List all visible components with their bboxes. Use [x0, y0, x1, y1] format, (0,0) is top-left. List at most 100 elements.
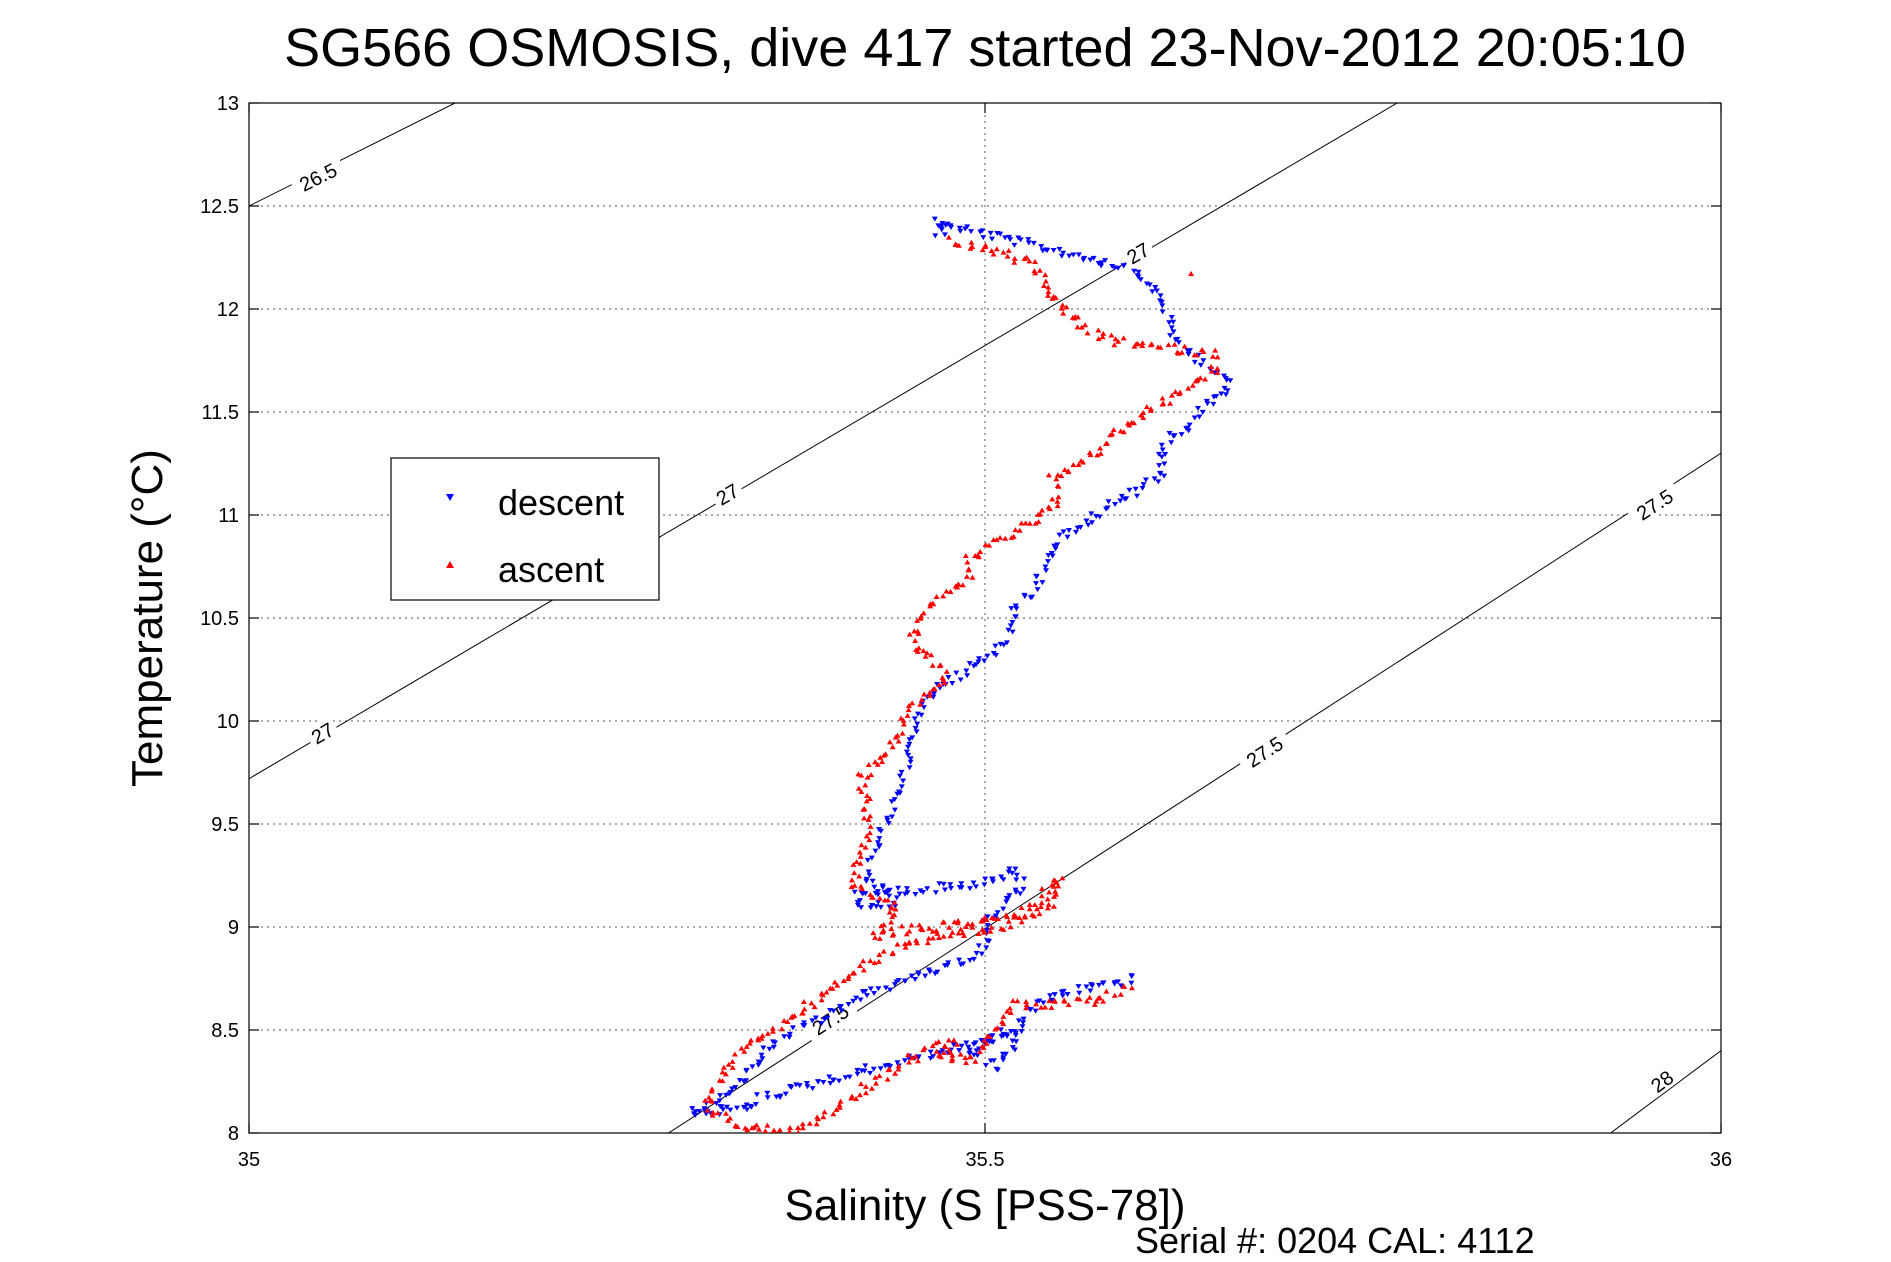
descent-point: [1090, 255, 1097, 261]
ascent-point: [1052, 877, 1059, 883]
descent-point: [1088, 511, 1095, 517]
descent-point: [1064, 534, 1071, 540]
descent-point: [1051, 992, 1058, 998]
ascent-point: [915, 645, 922, 651]
ascent-point: [1120, 335, 1127, 341]
y-tick-label: 8.5: [211, 1020, 239, 1042]
ascent-point: [988, 248, 995, 254]
descent-point: [1227, 378, 1234, 384]
descent-point: [1170, 329, 1177, 335]
descent-point: [713, 1101, 720, 1107]
ascent-point: [764, 1122, 771, 1128]
descent-point: [1199, 409, 1206, 415]
x-axis-ticks: 35 35.5 36: [238, 103, 1732, 1171]
descent-point: [1159, 447, 1166, 453]
ascent-point: [872, 1074, 879, 1080]
descent-point: [1065, 528, 1072, 534]
descent-point: [723, 1104, 730, 1110]
descent-point: [874, 840, 881, 846]
descent-point: [1197, 362, 1204, 368]
descent-point: [857, 997, 864, 1003]
ascent-point: [706, 1094, 713, 1100]
descent-point: [777, 1093, 784, 1099]
descent-point: [854, 902, 861, 908]
ascent-point: [920, 647, 927, 653]
ascent-point: [913, 940, 920, 946]
ascent-point: [758, 1035, 765, 1041]
ascent-point: [1004, 253, 1011, 259]
ascent-point: [1009, 998, 1016, 1004]
ascent-point: [884, 897, 891, 903]
descent-point: [1105, 499, 1112, 505]
descent-point: [970, 880, 977, 886]
descent-point: [1060, 988, 1067, 994]
x-axis-label: Salinity (S [PSS-78]): [784, 1181, 1185, 1230]
descent-point: [937, 1050, 944, 1056]
ascent-point: [1044, 896, 1051, 902]
descent-point: [877, 904, 884, 910]
descent-point: [701, 1106, 708, 1112]
descent-point: [950, 1042, 957, 1048]
ascent-point: [1022, 520, 1029, 526]
descent-point: [886, 893, 893, 899]
descent-point: [1002, 235, 1009, 241]
ascent-point: [867, 813, 874, 819]
descent-point: [1076, 990, 1083, 996]
descent-point: [692, 1112, 699, 1118]
descent-point: [993, 652, 1000, 658]
ascent-point: [1208, 368, 1215, 374]
ascent-point: [959, 929, 966, 935]
ascent-point: [860, 967, 867, 973]
ascent-point: [948, 1058, 955, 1064]
ascent-point: [1026, 906, 1033, 912]
ascent-point: [981, 929, 988, 935]
ascent-point: [933, 593, 940, 599]
ascent-point: [904, 712, 911, 718]
descent-point: [1186, 348, 1193, 354]
descent-point: [1020, 1016, 1027, 1022]
ascent-point: [1095, 327, 1102, 333]
descent-point: [1175, 340, 1182, 346]
descent-point: [1083, 984, 1090, 990]
ascent-point: [880, 948, 887, 954]
descent-point: [867, 905, 874, 911]
ascent-point: [801, 1006, 808, 1012]
ascent-point: [1078, 324, 1085, 330]
ascent-point: [823, 989, 830, 995]
ascent-point: [1045, 292, 1052, 298]
ascent-point: [965, 566, 972, 572]
descent-point: [1019, 1024, 1026, 1030]
ascent-point: [796, 1129, 801, 1133]
ascent-point: [836, 1104, 843, 1110]
ascent-point: [741, 1048, 748, 1054]
ascent-point: [1023, 1005, 1030, 1011]
descent-point: [830, 1008, 837, 1014]
ascent-point: [1016, 527, 1023, 533]
descent-point: [984, 653, 991, 659]
descent-point: [886, 887, 893, 893]
descent-point: [1011, 242, 1018, 248]
ascent-point: [969, 924, 976, 930]
ascent-point: [848, 1095, 855, 1101]
descent-point: [912, 891, 919, 897]
ascent-point: [936, 682, 943, 688]
ascent-point: [947, 588, 954, 594]
descent-point: [970, 663, 977, 669]
descent-point: [788, 1085, 795, 1091]
ascent-point: [848, 877, 855, 883]
ascent-point: [708, 1088, 715, 1094]
ascent-point: [1032, 1001, 1039, 1007]
ascent-point: [1032, 258, 1039, 264]
ascent-point: [986, 1033, 993, 1039]
ascent-point: [1096, 994, 1103, 1000]
descent-point: [755, 1062, 762, 1068]
ascent-point: [862, 1090, 869, 1096]
descent-point: [803, 1080, 810, 1086]
ascent-point: [1172, 388, 1179, 394]
descent-point: [966, 1047, 973, 1053]
ascent-point: [877, 754, 884, 760]
descent-point: [1000, 642, 1007, 648]
ascent-point: [1011, 255, 1018, 261]
ascent-point: [935, 1038, 942, 1044]
